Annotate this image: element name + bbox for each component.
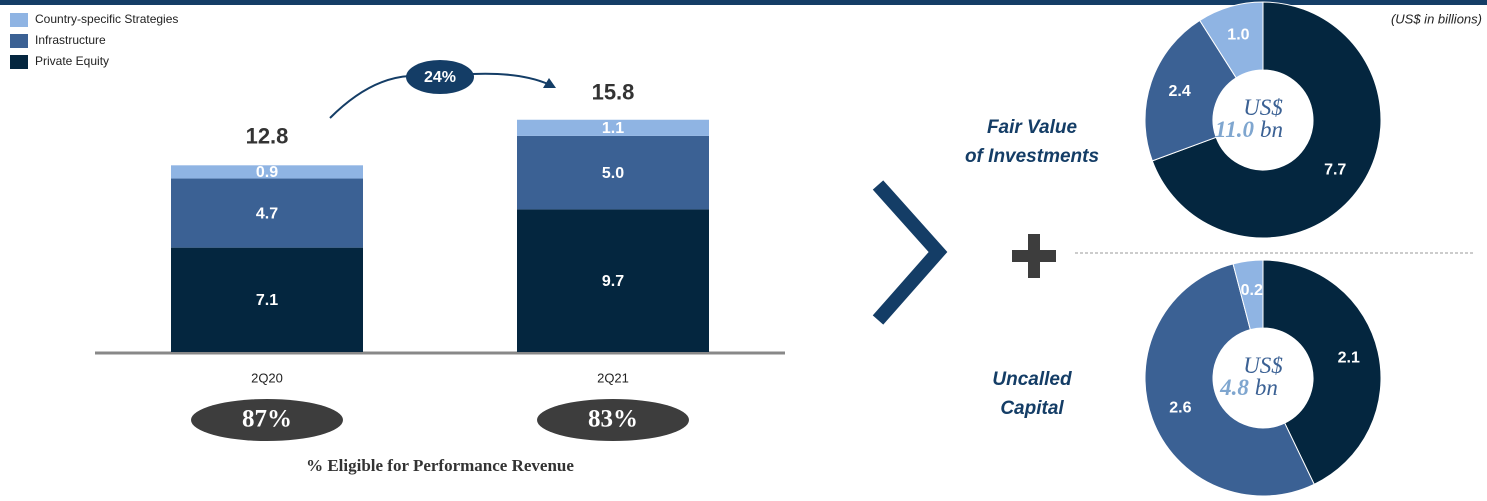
center-part: bn [1255, 375, 1278, 400]
legend-label: Private Equity [35, 54, 109, 68]
arrow-head [543, 78, 556, 88]
chevron [872, 180, 948, 325]
total-label: 15.8 [592, 80, 635, 105]
unit-note: (US$ in billions) [1391, 11, 1482, 26]
center-text: US$ 11.0 bn [1215, 95, 1283, 142]
slice-label: 2.1 [1338, 350, 1360, 367]
donut-title: Fair Value of Investments [965, 117, 1099, 167]
slice-label: 7.7 [1324, 162, 1346, 179]
bar-segment [517, 209, 709, 352]
eligible-title: % Eligible for Performance Revenue [306, 456, 574, 475]
slice-label: 2.4 [1168, 83, 1190, 100]
bar-segment [517, 135, 709, 210]
donut-slice [1262, 259, 1382, 485]
center-text: US$ 4.8 bn [1219, 353, 1283, 400]
bar-label: 0.9 [256, 164, 278, 181]
bar-label: 4.7 [256, 205, 278, 222]
growth-arrow [329, 75, 411, 119]
legend-swatch [10, 13, 28, 27]
growth-label: 24% [424, 69, 456, 86]
total-label: 12.8 [246, 124, 289, 149]
bar-segment [171, 178, 363, 248]
slice-label: 2.6 [1169, 400, 1191, 417]
eligible-badge [537, 399, 689, 441]
donut-slice [1144, 263, 1315, 497]
center-part: 4.8 [1219, 375, 1249, 400]
legend-swatch [10, 55, 28, 69]
center-part: 11.0 [1215, 117, 1254, 142]
legend-label: Infrastructure [35, 33, 106, 47]
bar-label: 1.1 [602, 120, 624, 137]
eligible-label: 87% [242, 406, 292, 433]
bar-segment [171, 165, 363, 179]
top-rule [0, 0, 1487, 5]
donut-title: Uncalled Capital [992, 369, 1072, 419]
donut-slice [1151, 1, 1382, 239]
bar-label: 5.0 [602, 165, 624, 182]
legend-label: Country-specific Strategies [35, 12, 178, 26]
slice-label: 1.0 [1227, 27, 1249, 44]
plus [1028, 234, 1040, 278]
center-part: US$ [1243, 353, 1283, 378]
growth-badge [406, 60, 474, 94]
center-part: bn [1260, 117, 1283, 142]
growth-arrow [471, 72, 549, 85]
center-part: US$ [1243, 95, 1283, 120]
eligible-badge [191, 399, 343, 441]
slice-label: 0.2 [1241, 282, 1263, 299]
bar-label: 9.7 [602, 273, 624, 290]
bar-segment [517, 119, 709, 136]
eligible-label: 83% [588, 406, 638, 433]
donut-slice [1144, 19, 1237, 162]
legend-swatch [10, 34, 28, 48]
category-label: 2Q21 [597, 370, 629, 385]
bar-segment [171, 247, 363, 352]
bar-label: 7.1 [256, 292, 278, 309]
category-label: 2Q20 [251, 370, 283, 385]
donut-slice [1199, 1, 1264, 79]
donut-slice [1232, 259, 1264, 331]
